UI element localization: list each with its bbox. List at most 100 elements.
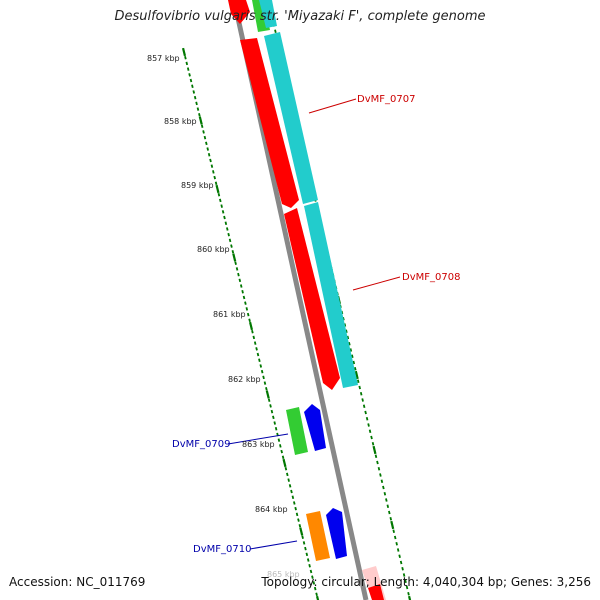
minor-tick xyxy=(305,552,309,557)
minor-tick xyxy=(399,560,403,565)
minor-tick xyxy=(346,335,350,340)
major-tick xyxy=(315,595,320,600)
minor-tick xyxy=(298,524,302,528)
kbp-label: 857 kbp xyxy=(147,54,180,63)
minor-tick xyxy=(358,385,361,390)
genome-title: Desulfovibrio vulgaris str. 'Miyazaki F'… xyxy=(114,9,486,24)
minor-tick xyxy=(186,67,190,71)
minor-tick xyxy=(345,329,348,334)
callout-dvmf0710 xyxy=(249,540,298,550)
minor-tick xyxy=(193,95,197,100)
minor-tick xyxy=(356,379,360,384)
kbp-label: 858 kbp xyxy=(164,117,197,126)
minor-tick xyxy=(263,381,267,385)
minor-tick xyxy=(277,438,281,442)
minor-tick xyxy=(352,360,356,365)
minor-tick xyxy=(203,135,207,140)
kbp-labels: 857 kbp 858 kbp 859 kbp 860 kbp 861 kbp … xyxy=(147,54,300,579)
minor-tick xyxy=(288,484,292,488)
minor-tick xyxy=(258,358,261,363)
minor-tick xyxy=(192,90,196,94)
gene-dvmf0709-blue[interactable] xyxy=(304,404,326,451)
callout-dvmf0707 xyxy=(308,98,357,114)
minor-tick xyxy=(227,232,230,237)
gene-dvmf0708-cyan[interactable] xyxy=(304,202,358,388)
genome-summary-text: Topology: circular; Length: 4,040,304 bp… xyxy=(261,575,591,589)
minor-tick xyxy=(379,473,382,477)
callout-dvmf0709 xyxy=(227,433,289,445)
minor-tick xyxy=(237,272,240,277)
minor-tick xyxy=(382,485,385,490)
minor-tick xyxy=(255,347,258,351)
cds-dvmf0709-green[interactable] xyxy=(286,407,308,455)
minor-tick xyxy=(370,435,373,440)
major-tick xyxy=(232,253,237,262)
minor-tick xyxy=(374,454,378,459)
minor-tick xyxy=(239,284,243,288)
gene-dvmf0707-cyan[interactable] xyxy=(264,32,318,204)
minor-tick xyxy=(224,221,228,226)
minor-tick xyxy=(265,387,268,391)
minor-tick xyxy=(287,478,290,482)
minor-tick xyxy=(401,566,404,571)
minor-tick xyxy=(219,198,222,203)
partial-cds-bottom xyxy=(368,584,384,600)
minor-tick xyxy=(207,152,211,157)
minor-tick xyxy=(365,416,369,421)
minor-tick xyxy=(348,341,351,346)
minor-tick xyxy=(202,130,205,134)
minor-tick xyxy=(383,491,387,496)
minor-tick xyxy=(297,518,300,522)
minor-tick xyxy=(200,124,204,128)
minor-tick xyxy=(195,101,198,106)
gene-label-dvmf0708[interactable]: DvMF_0708 xyxy=(402,272,460,283)
minor-tick xyxy=(291,495,295,500)
minor-tick xyxy=(361,398,364,402)
minor-tick xyxy=(295,512,299,517)
cds-dvmf0708-red[interactable] xyxy=(284,208,340,390)
minor-tick xyxy=(270,409,274,414)
major-tick xyxy=(215,184,220,194)
minor-tick xyxy=(244,301,247,305)
minor-tick xyxy=(286,472,289,477)
kbp-label: 862 kbp xyxy=(228,375,261,384)
minor-tick xyxy=(354,366,357,371)
minor-tick xyxy=(302,541,306,545)
minor-tick xyxy=(301,535,304,539)
major-tick xyxy=(265,390,270,399)
kbp-label: 861 kbp xyxy=(213,310,246,319)
minor-tick xyxy=(274,426,278,431)
kbp-label: 860 kbp xyxy=(197,245,230,254)
minor-tick xyxy=(377,466,381,471)
gene-dvmf0710-blue[interactable] xyxy=(326,508,347,559)
minor-tick xyxy=(248,318,251,323)
minor-tick xyxy=(259,364,263,368)
minor-tick xyxy=(290,489,293,494)
gene-label-dvmf0710[interactable]: DvMF_0710 xyxy=(193,544,251,555)
minor-tick xyxy=(228,238,232,243)
minor-tick xyxy=(196,107,200,111)
cds-dvmf0710-orange[interactable] xyxy=(306,511,330,561)
major-tick xyxy=(299,527,304,536)
minor-tick xyxy=(217,192,221,197)
minor-tick xyxy=(368,429,372,434)
minor-tick xyxy=(214,181,218,186)
minor-tick xyxy=(398,554,401,559)
minor-tick xyxy=(245,307,249,311)
minor-tick xyxy=(262,375,265,380)
minor-tick xyxy=(220,204,223,208)
cds-dvmf0707-red[interactable] xyxy=(240,38,299,208)
minor-tick xyxy=(395,541,398,546)
minor-tick xyxy=(230,244,233,248)
minor-tick xyxy=(206,147,209,151)
major-tick xyxy=(390,520,395,530)
minor-tick xyxy=(389,516,393,521)
minor-tick xyxy=(205,141,208,146)
minor-tick xyxy=(293,501,296,505)
minor-tick xyxy=(281,455,285,460)
minor-tick xyxy=(223,215,226,220)
minor-tick xyxy=(279,444,282,448)
gene-label-dvmf0709[interactable]: DvMF_0709 xyxy=(172,439,230,450)
gene-label-dvmf0707[interactable]: DvMF_0707 xyxy=(357,94,415,105)
callout-dvmf0708 xyxy=(352,276,401,291)
